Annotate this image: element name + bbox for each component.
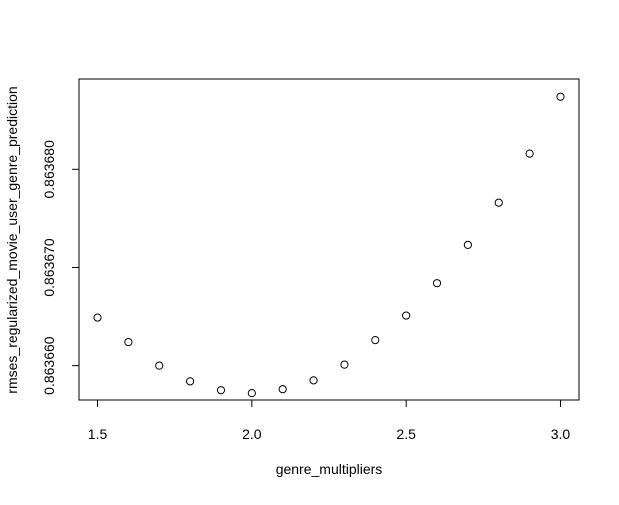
data-point [432,279,442,288]
x-axis-label: genre_multipliers [276,461,383,477]
data-point [216,386,226,395]
plot-frame [78,78,580,401]
data-point [247,389,256,398]
data-point [278,385,287,394]
data-point [124,337,133,347]
x-tick-label: 2.0 [242,426,262,442]
data-point [340,360,349,369]
y-tick-label: 0.863680 [41,140,57,199]
data-point [463,240,472,249]
x-axis: 1.5 2.0 2.5 3.0 [88,399,571,442]
data-point [556,92,565,101]
data-point [155,361,164,370]
data-point [93,313,102,322]
x-tick-label: 3.0 [551,426,571,442]
data-points [93,92,565,398]
data-point [309,376,318,385]
y-axis-label: rmses_regularized_movie_user_genre_predi… [4,86,20,393]
y-axis: 0.863660 0.863670 0.863680 [41,140,80,395]
data-point [494,198,503,207]
data-point [525,149,534,158]
data-point [402,311,411,320]
y-tick-label: 0.863670 [41,238,57,297]
x-tick-label: 2.5 [396,426,416,442]
x-tick-label: 1.5 [88,426,108,442]
data-point [371,336,380,345]
data-point [186,377,195,386]
y-tick-label: 0.863660 [41,336,57,395]
